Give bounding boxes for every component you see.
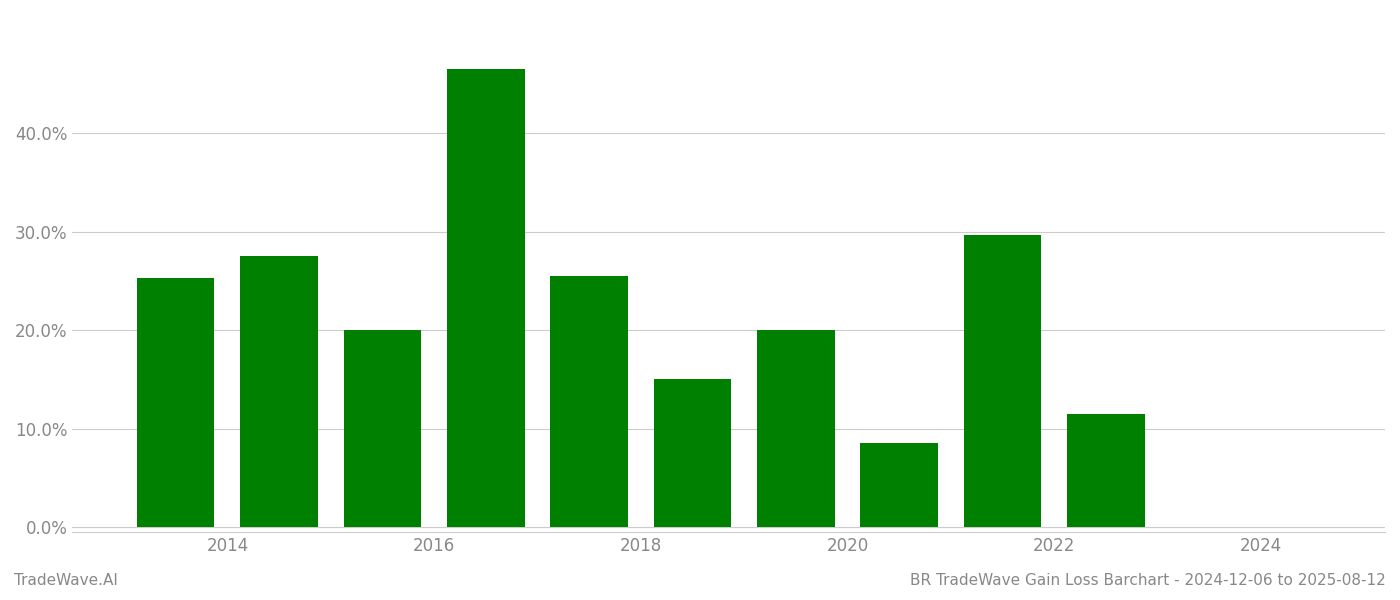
Bar: [963, 235, 1042, 527]
Bar: [550, 276, 629, 527]
Text: BR TradeWave Gain Loss Barchart - 2024-12-06 to 2025-08-12: BR TradeWave Gain Loss Barchart - 2024-1…: [910, 573, 1386, 588]
Bar: [861, 443, 938, 527]
Bar: [1067, 414, 1145, 527]
Bar: [343, 330, 421, 527]
Text: TradeWave.AI: TradeWave.AI: [14, 573, 118, 588]
Bar: [654, 379, 731, 527]
Bar: [137, 278, 214, 527]
Bar: [447, 69, 525, 527]
Bar: [241, 256, 318, 527]
Bar: [757, 330, 834, 527]
